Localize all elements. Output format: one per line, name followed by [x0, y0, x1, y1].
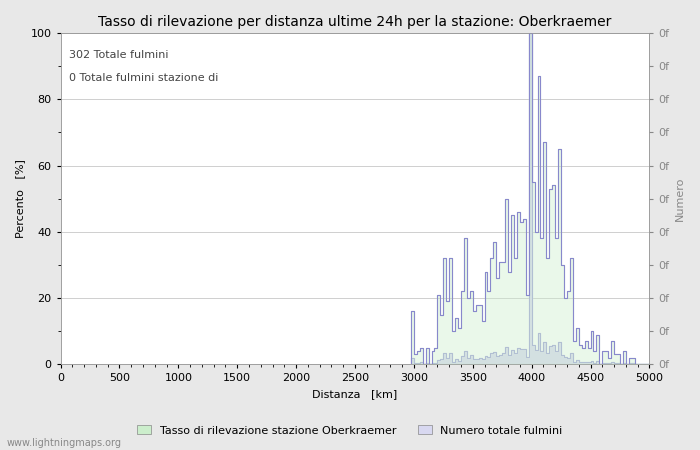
Title: Tasso di rilevazione per distanza ultime 24h per la stazione: Oberkraemer: Tasso di rilevazione per distanza ultime… [98, 15, 612, 29]
X-axis label: Distanza   [km]: Distanza [km] [312, 389, 398, 399]
Legend: Tasso di rilevazione stazione Oberkraemer, Numero totale fulmini: Tasso di rilevazione stazione Oberkraeme… [133, 421, 567, 440]
Y-axis label: Numero: Numero [675, 176, 685, 221]
Text: 0 Totale fulmini stazione di: 0 Totale fulmini stazione di [69, 73, 219, 83]
Text: www.lightningmaps.org: www.lightningmaps.org [7, 438, 122, 448]
Y-axis label: Percento   [%]: Percento [%] [15, 159, 25, 238]
Text: 302 Totale fulmini: 302 Totale fulmini [69, 50, 169, 59]
